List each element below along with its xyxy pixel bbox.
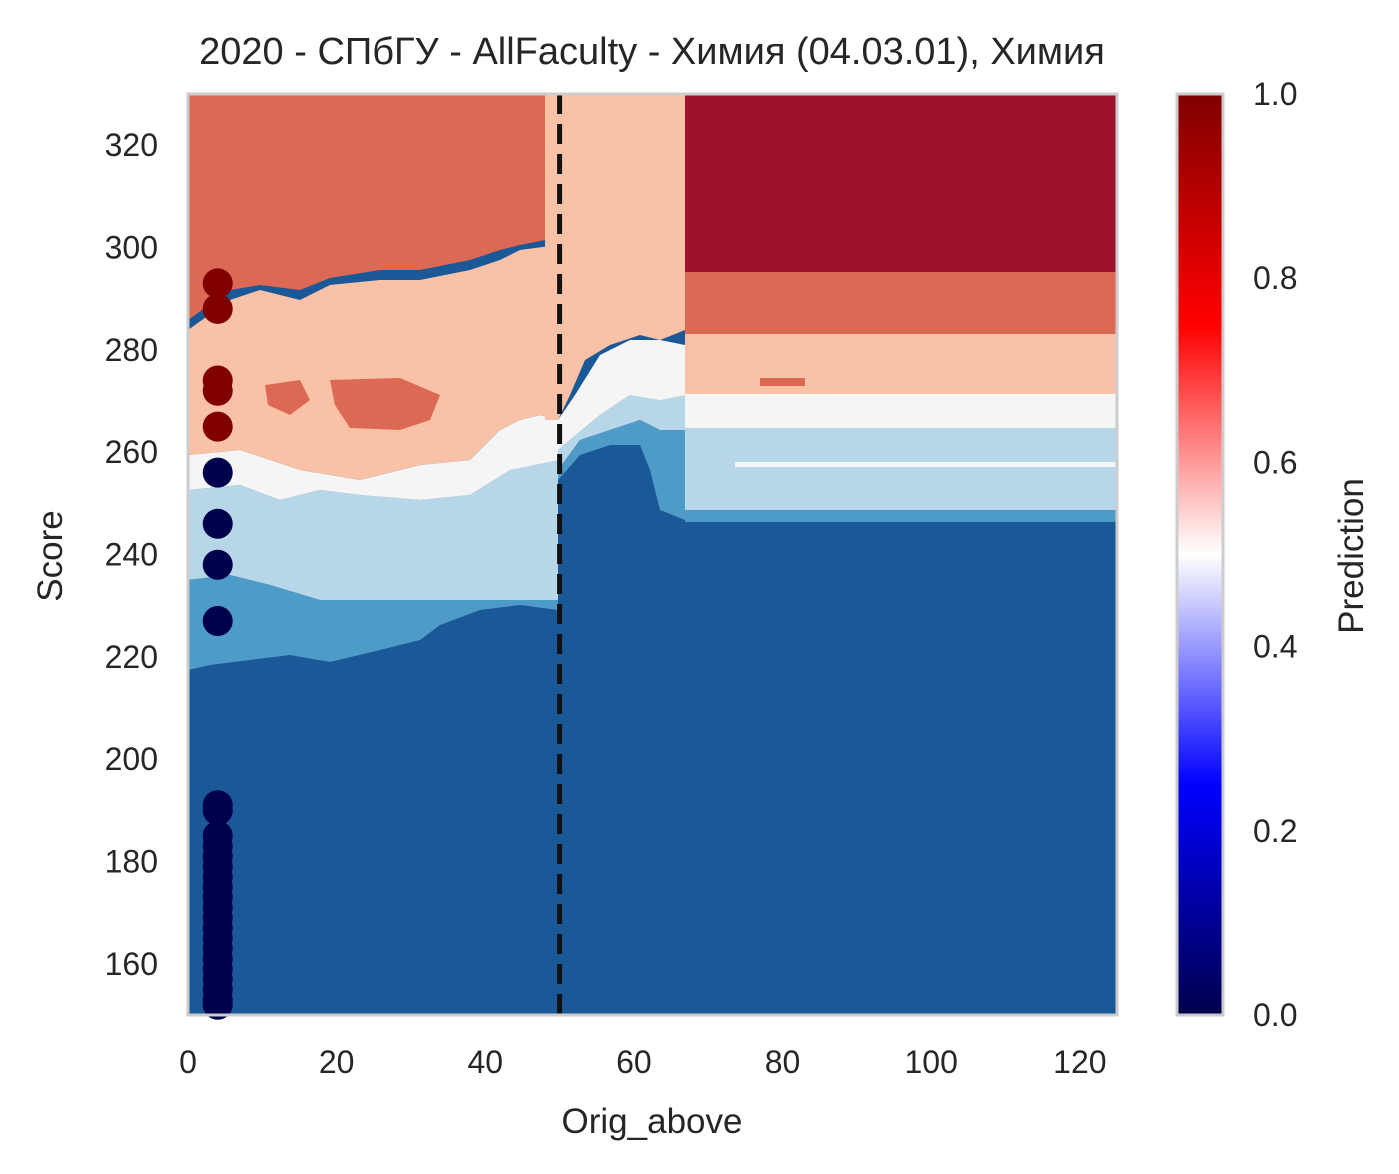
x-tick-label: 100 bbox=[905, 1044, 958, 1080]
colorbar-tick-label: 0.0 bbox=[1253, 997, 1297, 1033]
colorbar-gradient bbox=[1177, 94, 1223, 1015]
y-tick-label: 280 bbox=[105, 332, 158, 368]
y-tick-label: 260 bbox=[105, 434, 158, 470]
scatter-point bbox=[202, 795, 233, 826]
contour-region-salmon-topleft bbox=[188, 94, 545, 320]
contour-region-peach-left bbox=[188, 245, 558, 480]
contour-region-blue-mid bbox=[558, 420, 685, 520]
y-tick-label: 240 bbox=[105, 537, 158, 573]
contour-stripe-white bbox=[735, 462, 1117, 467]
x-axis-ticks: 0 20 40 60 80 100 120 bbox=[179, 1044, 1106, 1080]
scatter-point bbox=[202, 989, 233, 1020]
y-tick-label: 300 bbox=[105, 230, 158, 266]
colorbar-tick-label: 1.0 bbox=[1253, 76, 1297, 112]
colorbar-tick-label: 0.6 bbox=[1253, 444, 1297, 480]
contour-region-blue-right bbox=[685, 510, 1117, 522]
contour-region-blue-left bbox=[188, 575, 558, 670]
contour-region-lightblue-mid bbox=[558, 395, 685, 470]
colorbar-tick-label: 0.8 bbox=[1253, 260, 1297, 296]
scatter-point bbox=[202, 606, 233, 637]
scatter-layer bbox=[202, 268, 233, 1020]
x-axis-label: Orig_above bbox=[562, 1102, 743, 1141]
x-tick-label: 120 bbox=[1053, 1044, 1106, 1080]
y-tick-label: 220 bbox=[105, 639, 158, 675]
x-tick-label: 20 bbox=[319, 1044, 355, 1080]
y-axis-label: Score bbox=[31, 510, 70, 601]
scatter-point bbox=[202, 411, 233, 442]
scatter-point bbox=[202, 508, 233, 539]
chart-title: 2020 - СПбГУ - AllFaculty - Химия (04.03… bbox=[199, 31, 1105, 73]
contour-island-salmon bbox=[760, 378, 805, 386]
scatter-point bbox=[202, 268, 233, 299]
y-tick-label: 180 bbox=[105, 844, 158, 880]
y-tick-label: 320 bbox=[105, 127, 158, 163]
contour-region-lightblue-right bbox=[685, 428, 1117, 510]
colorbar-frame bbox=[1175, 92, 1225, 1017]
x-tick-label: 40 bbox=[467, 1044, 503, 1080]
x-tick-label: 80 bbox=[765, 1044, 801, 1080]
y-tick-label: 160 bbox=[105, 946, 158, 982]
x-tick-label: 0 bbox=[179, 1044, 197, 1080]
colorbar-tick-label: 0.4 bbox=[1253, 629, 1297, 665]
contour-region-peach-mid bbox=[545, 94, 685, 420]
colorbar-label: Prediction bbox=[1332, 478, 1371, 634]
contour-region-lightblue bbox=[188, 455, 558, 600]
contour-region-salmon-right bbox=[685, 272, 1117, 334]
colorbar-tick-label: 0.2 bbox=[1253, 813, 1297, 849]
contour-region-darkred bbox=[685, 94, 1117, 272]
scatter-point bbox=[202, 293, 233, 324]
contour-region-white bbox=[188, 415, 558, 500]
contour-island-salmon bbox=[265, 380, 310, 415]
scatter-point bbox=[202, 457, 233, 488]
colorbar-ticks: 0.0 0.2 0.4 0.6 0.8 1.0 bbox=[1253, 76, 1297, 1033]
y-axis-ticks: 160 180 200 220 240 260 280 300 320 bbox=[105, 127, 158, 982]
contour-island-salmon bbox=[330, 378, 440, 430]
plot-area bbox=[188, 94, 1117, 1015]
contour-region-white-right bbox=[685, 394, 1117, 428]
contour-region-white-mid bbox=[558, 340, 685, 450]
x-tick-label: 60 bbox=[616, 1044, 652, 1080]
y-tick-label: 200 bbox=[105, 741, 158, 777]
scatter-point bbox=[202, 549, 233, 580]
scatter-point bbox=[202, 375, 233, 406]
plot-frame bbox=[186, 92, 1119, 1017]
contour-region-peach-right bbox=[685, 334, 1117, 394]
